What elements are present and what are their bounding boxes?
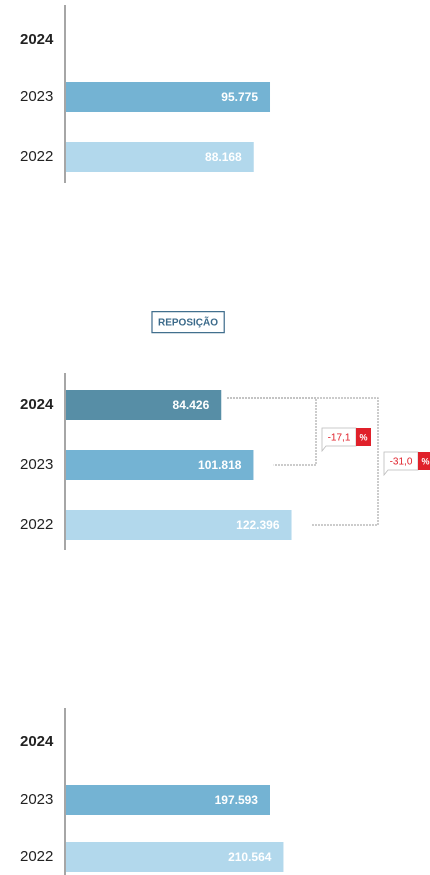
annotation-text: -31,0 (390, 457, 413, 468)
annotation-unit: % (359, 432, 367, 442)
bar (66, 785, 270, 815)
category-label: 2024 (20, 31, 54, 48)
value-label: 95.775 (221, 90, 258, 104)
annotation-unit: % (421, 456, 429, 466)
annotation-box (321, 427, 357, 453)
category-label: 2023 (20, 791, 53, 808)
bar (66, 390, 222, 420)
bar (66, 510, 292, 540)
category-label: 2023 (20, 456, 53, 473)
bar (66, 142, 254, 172)
value-label: 122.396 (236, 518, 280, 532)
annotation-unit-box (418, 452, 430, 470)
category-label: 2024 (20, 733, 54, 750)
connector (227, 397, 317, 466)
value-label: 101.818 (198, 458, 242, 472)
annotation-text: -17,1 (328, 433, 351, 444)
bar (66, 82, 271, 112)
annotation-box (383, 451, 419, 477)
bar (66, 842, 284, 872)
category-label: 2022 (20, 148, 53, 165)
category-label: 2024 (20, 396, 54, 413)
category-label: 2022 (20, 848, 53, 865)
value-label: 88.168 (205, 150, 242, 164)
chart-title: REPOSIÇÃO (158, 316, 218, 329)
value-label: 84.426 (173, 398, 210, 412)
value-label: 210.564 (228, 850, 272, 864)
value-label: 197.593 (215, 793, 259, 807)
bar (66, 450, 254, 480)
annotation-unit-box (356, 428, 371, 446)
category-label: 2022 (20, 516, 53, 533)
category-label: 2023 (20, 88, 53, 105)
title-box (151, 311, 225, 334)
connector (227, 397, 379, 526)
